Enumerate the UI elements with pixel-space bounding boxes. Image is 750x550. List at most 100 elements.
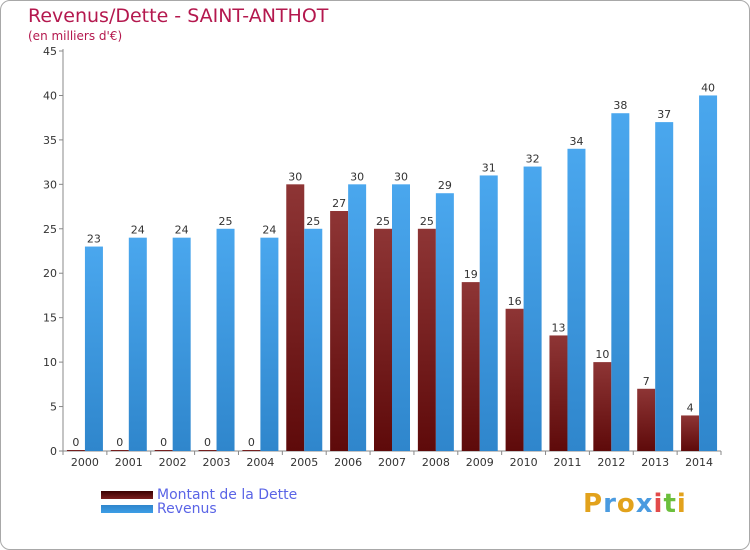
data-label-debt: 0 [72, 436, 79, 449]
x-tick-label: 2007 [378, 456, 406, 469]
chart-subtitle: (en milliers d'€) [28, 29, 123, 43]
bar-debt [198, 450, 217, 451]
y-tick-label: 45 [43, 45, 57, 58]
bar-debt [593, 362, 612, 451]
bar-revenus [523, 166, 542, 452]
proxiti-logo: Proxiti [583, 489, 687, 519]
bar-debt [461, 282, 480, 451]
legend-swatch-revenus [101, 505, 153, 513]
y-tick-label: 0 [50, 445, 57, 458]
bar-revenus [172, 237, 191, 451]
bar-debt [66, 450, 85, 451]
bar-revenus [435, 193, 454, 451]
bar-debt [242, 450, 261, 451]
x-tick-label: 2005 [290, 456, 318, 469]
data-label-debt: 10 [595, 348, 609, 361]
data-label-debt: 0 [248, 436, 255, 449]
y-tick-label: 10 [43, 356, 57, 369]
legend-label-revenus: Revenus [157, 501, 217, 517]
logo-letter: t [663, 489, 677, 519]
y-tick-label: 40 [43, 89, 57, 102]
bar-debt [154, 450, 173, 451]
data-label-debt: 25 [376, 215, 390, 228]
y-tick-label: 25 [43, 223, 57, 236]
x-tick-label: 2006 [334, 456, 362, 469]
x-tick-label: 2008 [422, 456, 450, 469]
bar-revenus [348, 184, 367, 452]
x-tick-label: 2013 [641, 456, 669, 469]
logo-letter: i [676, 489, 687, 519]
bar-revenus [216, 228, 235, 451]
x-tick-label: 2001 [115, 456, 143, 469]
data-label-debt: 25 [420, 215, 434, 228]
x-tick-label: 2011 [553, 456, 581, 469]
logo-letter: i [653, 489, 664, 519]
bar-debt [110, 450, 129, 451]
y-tick-label: 30 [43, 178, 57, 191]
bar-revenus [479, 175, 498, 451]
bar-debt [549, 335, 568, 451]
logo-letter: P [583, 489, 604, 519]
data-label-revenus: 24 [262, 224, 276, 237]
bar-revenus [260, 237, 279, 451]
x-tick-label: 2002 [159, 456, 187, 469]
data-label-revenus: 31 [482, 161, 496, 174]
data-label-debt: 0 [160, 436, 167, 449]
data-label-revenus: 38 [613, 99, 627, 112]
data-label-revenus: 29 [438, 179, 452, 192]
y-tick-label: 20 [43, 267, 57, 280]
y-tick-label: 15 [43, 312, 57, 325]
data-label-debt: 4 [687, 401, 694, 414]
bar-revenus [655, 122, 674, 451]
data-label-revenus: 37 [657, 108, 671, 121]
bar-revenus [128, 237, 147, 451]
y-tick-label: 5 [50, 401, 57, 414]
x-tick-label: 2000 [71, 456, 99, 469]
data-label-revenus: 25 [219, 215, 233, 228]
data-label-debt: 0 [204, 436, 211, 449]
y-tick-label: 35 [43, 134, 57, 147]
bar-revenus [567, 148, 586, 451]
data-label-revenus: 30 [394, 170, 408, 183]
logo-letter: o [616, 489, 636, 519]
data-label-revenus: 34 [569, 135, 583, 148]
chart-title: Revenus/Dette - SAINT-ANTHOT [28, 5, 329, 27]
data-label-debt: 0 [116, 436, 123, 449]
data-label-debt: 27 [332, 197, 346, 210]
data-label-debt: 7 [643, 375, 650, 388]
bar-revenus [611, 113, 630, 451]
x-tick-label: 2014 [685, 456, 713, 469]
bar-debt [505, 308, 524, 451]
bar-debt [330, 211, 349, 451]
data-label-revenus: 25 [306, 215, 320, 228]
bar-debt [637, 388, 656, 451]
data-label-debt: 19 [464, 268, 478, 281]
data-label-revenus: 30 [350, 170, 364, 183]
data-label-debt: 16 [508, 295, 522, 308]
legend-item-revenus: Revenus [101, 501, 217, 517]
x-tick-label: 2009 [466, 456, 494, 469]
x-tick-label: 2003 [203, 456, 231, 469]
bar-revenus [304, 228, 323, 451]
bar-debt [286, 184, 305, 452]
data-label-revenus: 24 [175, 224, 189, 237]
data-label-revenus: 23 [87, 233, 101, 246]
bar-revenus [84, 246, 103, 451]
legend-label-debt: Montant de la Dette [157, 487, 298, 503]
data-label-debt: 13 [551, 321, 565, 334]
x-tick-label: 2004 [246, 456, 274, 469]
legend-swatch-debt [101, 491, 153, 499]
data-label-debt: 30 [288, 170, 302, 183]
x-tick-label: 2010 [510, 456, 538, 469]
data-label-revenus: 32 [526, 153, 540, 166]
legend-item-debt: Montant de la Dette [101, 487, 297, 503]
x-tick-label: 2012 [597, 456, 625, 469]
logo-letter: x [635, 489, 654, 519]
bar-debt [374, 228, 392, 451]
data-label-revenus: 40 [701, 81, 715, 94]
bar-debt [681, 415, 700, 451]
bar-debt [417, 228, 436, 451]
data-label-revenus: 24 [131, 224, 145, 237]
